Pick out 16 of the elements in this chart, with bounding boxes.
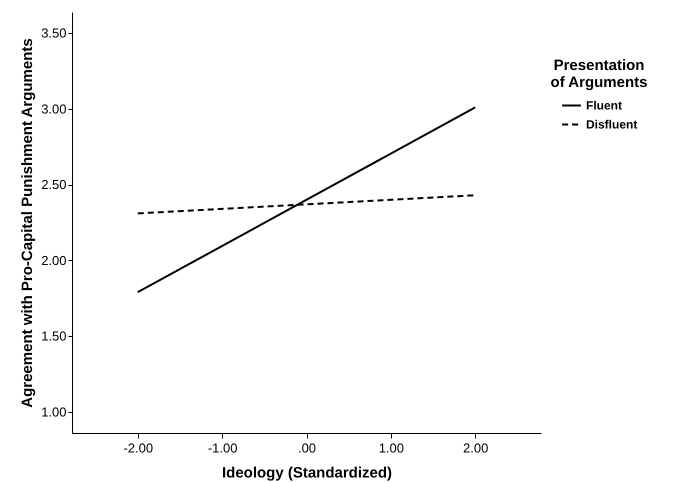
legend-label: Disfluent (586, 118, 638, 132)
legend-label: Fluent (586, 98, 622, 112)
y-tick-label: 2.50 (41, 177, 66, 192)
y-axis-title: Agreement with Pro-Capital Punishment Arguments (19, 38, 36, 408)
x-tick-label: -1.00 (208, 440, 238, 456)
y-tick-label: 1.50 (41, 328, 66, 344)
x-axis-title: Ideology (Standardized) (222, 464, 392, 482)
y-tick-label: 3.00 (41, 101, 66, 116)
x-tick-label: -2.00 (123, 440, 154, 456)
y-tick-label: 1.00 (41, 404, 66, 420)
y-tick-label: 2.00 (41, 252, 66, 268)
legend-title: Presentation of Arguments (550, 57, 648, 91)
x-tick-label: 1.00 (378, 440, 404, 456)
y-tick-label: 3.50 (41, 26, 66, 41)
x-tick-label: 2.00 (463, 440, 488, 456)
x-tick-label: .00 (298, 440, 316, 456)
